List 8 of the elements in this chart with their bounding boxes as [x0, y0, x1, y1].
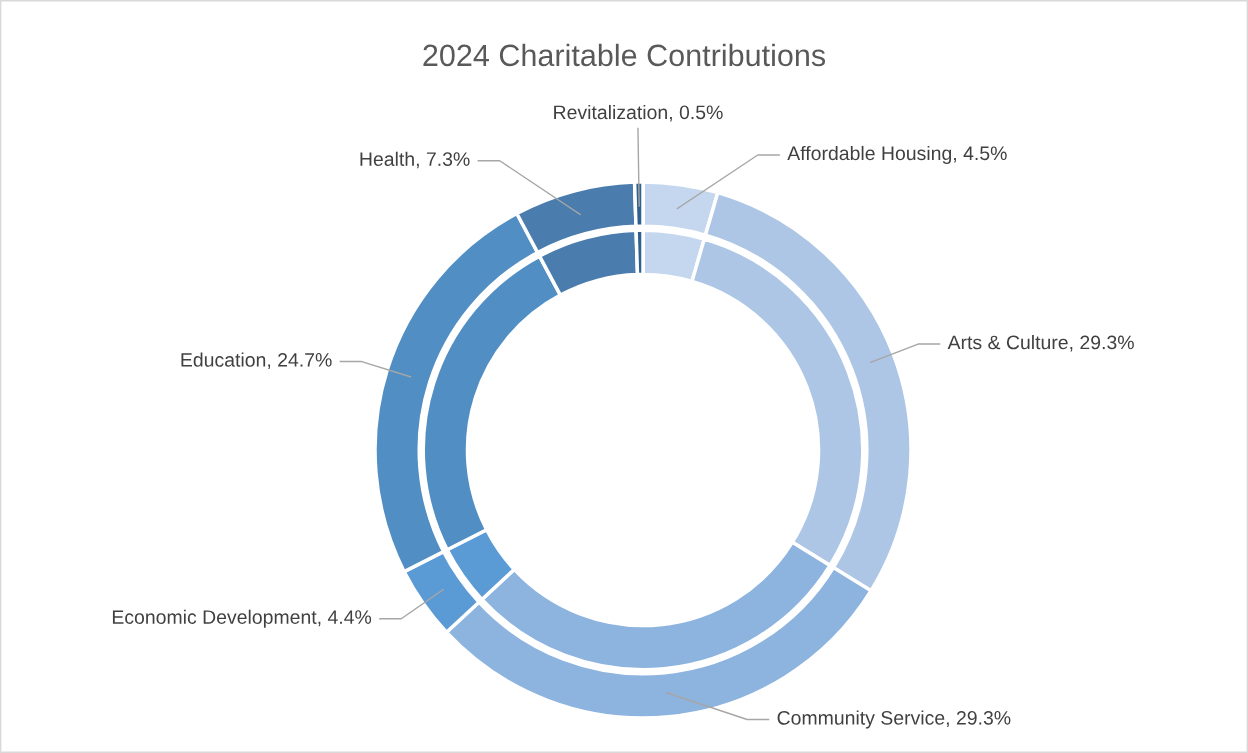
slice-label: Revitalization, 0.5%	[554, 104, 723, 122]
slice-label: Economic Development, 4.4%	[112, 609, 372, 628]
slice-label: Health, 7.3%	[360, 151, 470, 169]
slice-label: Community Service, 29.3%	[777, 710, 1011, 729]
chart-title: 2024 Charitable Contributions	[423, 43, 826, 67]
slice-label: Education, 24.7%	[181, 352, 332, 370]
slice-label: Arts & Culture, 29.3%	[947, 335, 1134, 352]
slice-label: Affordable Housing, 4.5%	[787, 145, 1007, 165]
